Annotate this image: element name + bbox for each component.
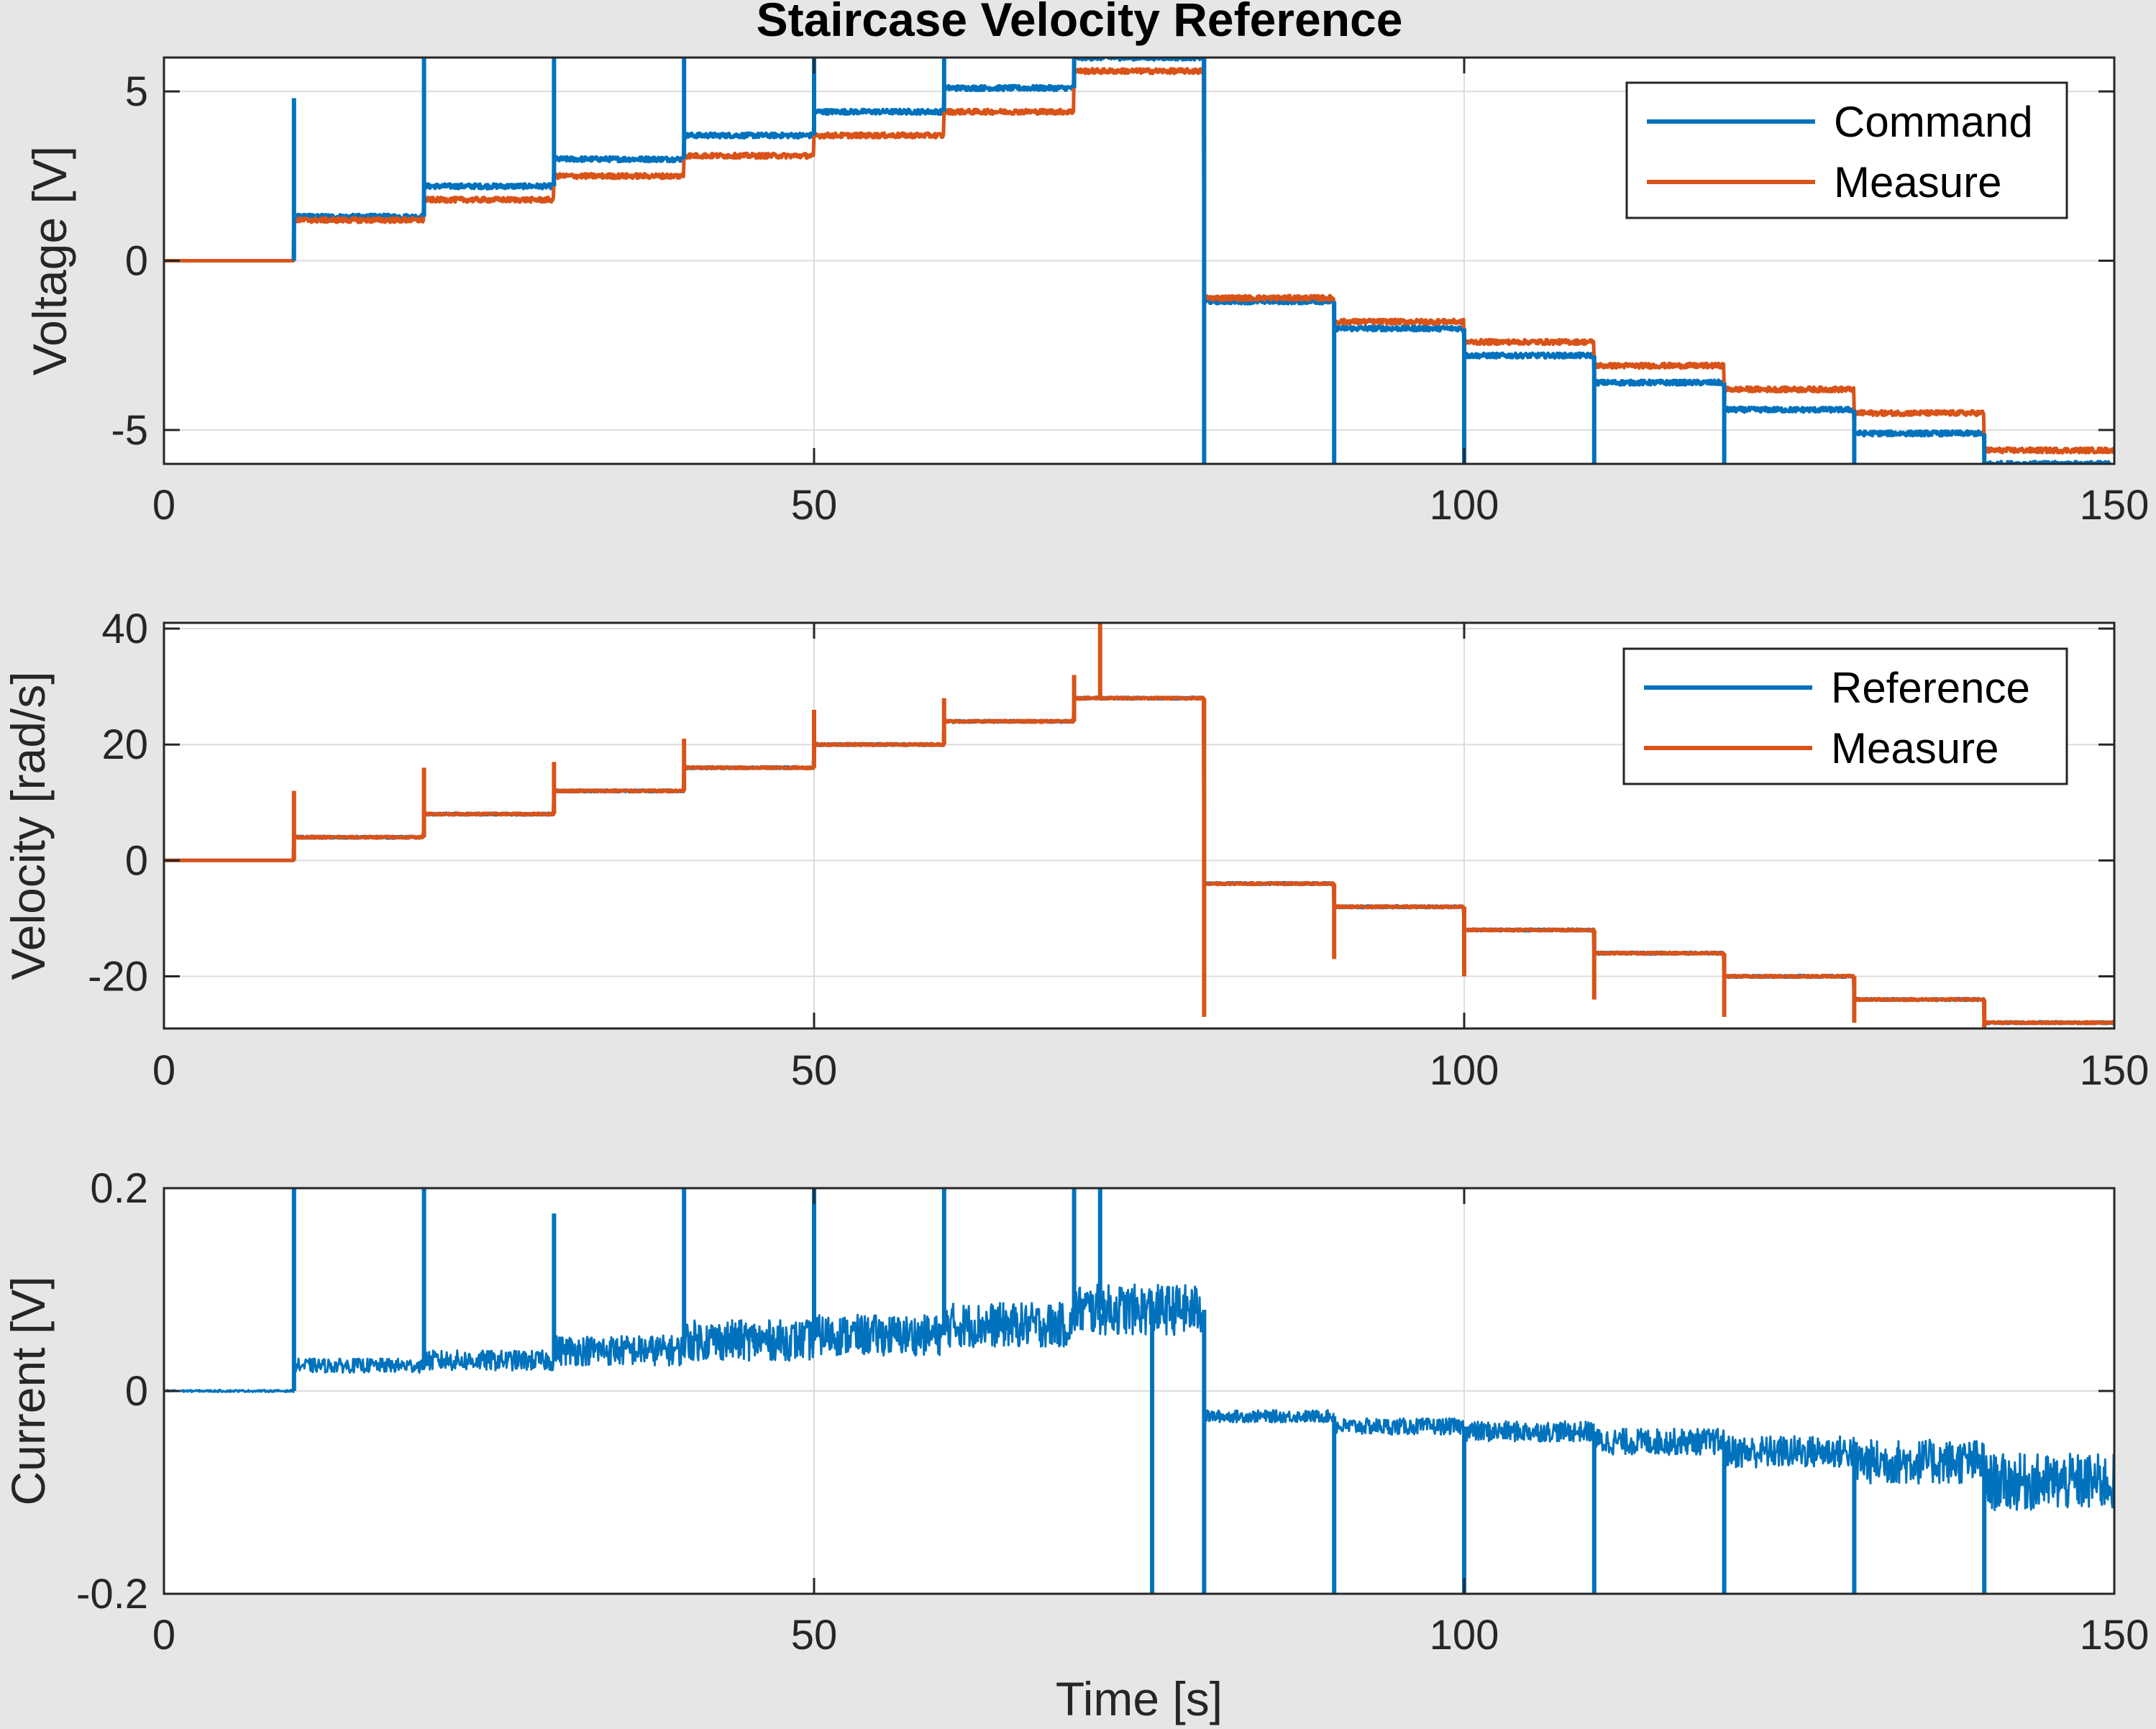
- x-tick-label: 50: [791, 1612, 838, 1659]
- legend-entry: Command: [1834, 98, 2033, 146]
- x-tick-label: 150: [2080, 1612, 2150, 1659]
- legend-entry: Reference: [1831, 664, 2030, 712]
- series-line-measure: [164, 67, 2114, 455]
- plot-lines: [164, 623, 2114, 1028]
- x-tick-label: 50: [791, 1047, 838, 1094]
- axes-frame: [163, 621, 2116, 1030]
- x-tick-label: 50: [791, 482, 838, 529]
- x-tick-label: 0: [152, 1612, 175, 1659]
- y-tick-label: -20: [88, 953, 148, 1000]
- x-tick-label: 150: [2080, 1047, 2150, 1094]
- series-line-command: [164, 58, 2114, 464]
- y-axis-label: Current [V]: [1, 1276, 55, 1505]
- x-tick-label: 100: [1430, 1612, 1499, 1659]
- legend-box: [1625, 81, 2068, 219]
- y-tick-label: 0: [125, 238, 148, 285]
- plot-lines: [164, 58, 2114, 464]
- figure-title: Staircase Velocity Reference: [757, 0, 1403, 46]
- y-tick-label: -5: [111, 407, 148, 454]
- x-tick-label: 100: [1430, 482, 1499, 529]
- x-tick-label: 0: [152, 482, 175, 529]
- legend: Reference Measure: [1622, 647, 2068, 785]
- y-tick-label: 20: [101, 721, 148, 768]
- series-line-series: [164, 1283, 2114, 1511]
- x-axis-label: Time [s]: [1056, 1672, 1223, 1725]
- y-axis-label: Velocity [rad/s]: [1, 671, 55, 980]
- series-line-measure: [164, 695, 2114, 1026]
- y-axis-label: Voltage [V]: [23, 146, 76, 375]
- legend-entry: Measure: [1834, 158, 2001, 206]
- legend-entry: Measure: [1831, 724, 1999, 772]
- y-tick-label: -0.2: [76, 1571, 148, 1618]
- y-tick-label: 5: [125, 68, 148, 115]
- legend: Command Measure: [1625, 81, 2068, 219]
- x-tick-label: 150: [2080, 482, 2150, 529]
- plot-lines: [164, 1188, 2114, 1594]
- x-tick-label: 0: [152, 1047, 175, 1094]
- y-tick-label: 0: [125, 837, 148, 884]
- y-tick-label: 0: [125, 1368, 148, 1415]
- legend-box: [1622, 647, 2068, 785]
- x-tick-label: 100: [1430, 1047, 1499, 1094]
- y-tick-label: 0.2: [90, 1165, 148, 1212]
- y-tick-label: 40: [101, 606, 148, 652]
